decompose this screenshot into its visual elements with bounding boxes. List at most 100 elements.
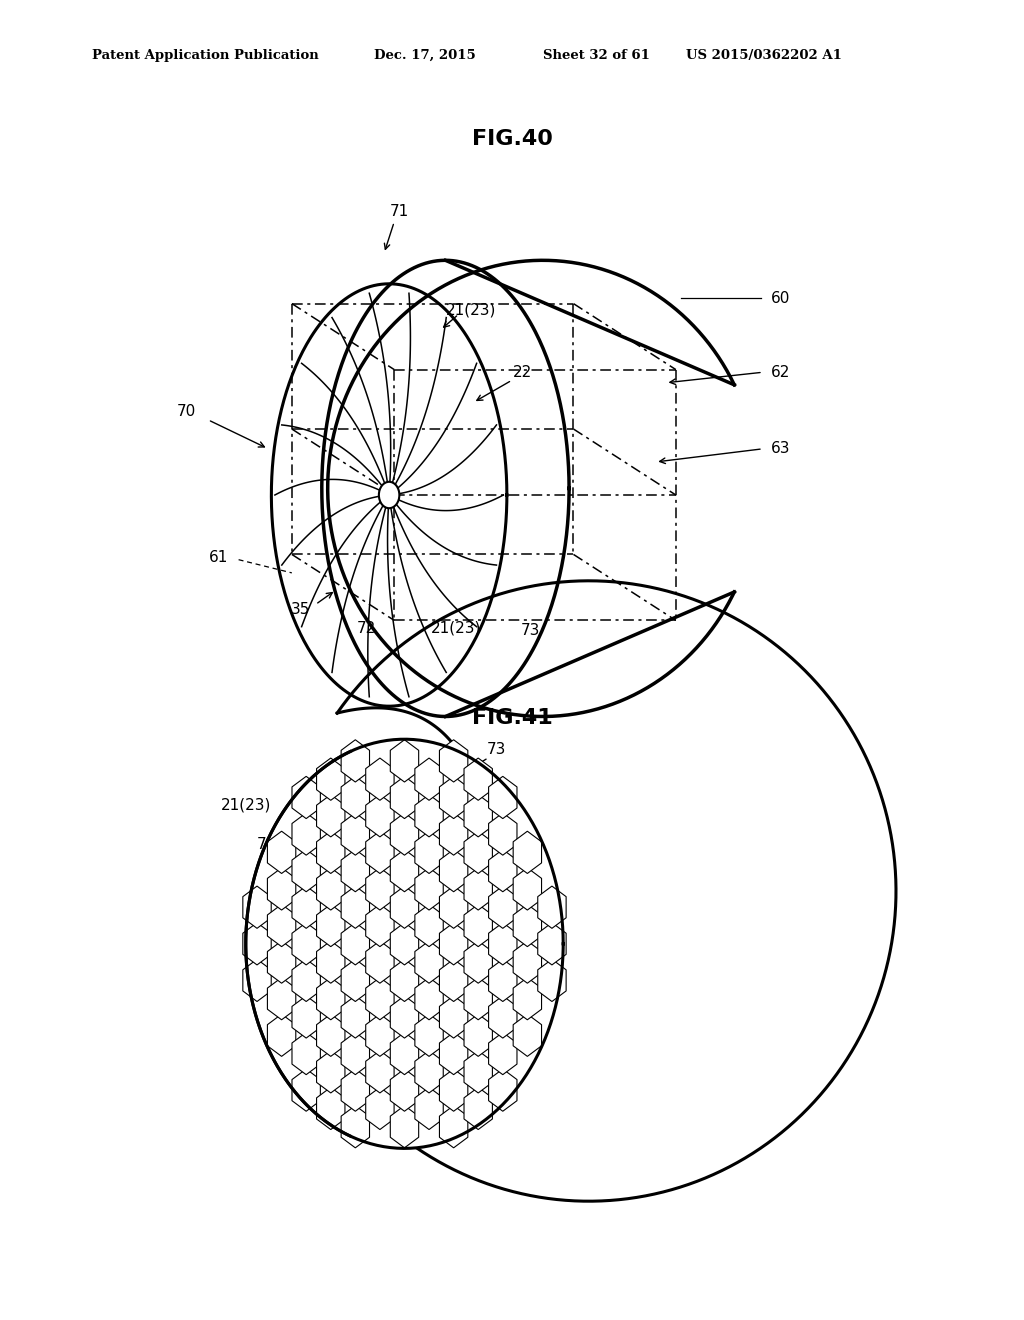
Polygon shape [316,832,345,874]
Polygon shape [292,776,321,818]
Polygon shape [366,1014,394,1056]
Polygon shape [439,886,468,928]
Polygon shape [366,978,394,1020]
Polygon shape [415,758,443,800]
Circle shape [246,739,563,1148]
Polygon shape [267,941,296,983]
Polygon shape [341,739,370,781]
Polygon shape [292,960,321,1002]
Polygon shape [415,1014,443,1056]
Polygon shape [488,1069,517,1111]
Text: 63: 63 [770,441,791,457]
Text: 21(23): 21(23) [445,302,497,318]
Polygon shape [415,1088,443,1130]
Polygon shape [464,941,493,983]
Polygon shape [415,904,443,946]
Polygon shape [415,978,443,1020]
Polygon shape [439,995,468,1038]
Text: 70: 70 [177,404,196,420]
Polygon shape [243,960,271,1002]
Polygon shape [464,867,493,909]
Polygon shape [439,1032,468,1074]
Polygon shape [366,1051,394,1093]
Polygon shape [292,850,321,892]
Polygon shape [464,978,493,1020]
Text: 72: 72 [357,620,376,636]
Text: 35: 35 [291,602,309,618]
Polygon shape [439,739,468,781]
Polygon shape [316,867,345,909]
Polygon shape [390,1106,419,1148]
Polygon shape [464,1088,493,1130]
Polygon shape [464,832,493,874]
Polygon shape [366,941,394,983]
Text: FIG.40: FIG.40 [472,128,552,149]
Polygon shape [439,1069,468,1111]
Text: 72: 72 [409,1053,427,1069]
Polygon shape [488,1032,517,1074]
Polygon shape [415,867,443,909]
Text: Sheet 32 of 61: Sheet 32 of 61 [543,49,649,62]
Polygon shape [464,904,493,946]
Text: 60: 60 [771,290,790,306]
Polygon shape [366,867,394,909]
Polygon shape [439,960,468,1002]
Polygon shape [341,850,370,892]
Polygon shape [488,995,517,1038]
Polygon shape [464,1014,493,1056]
Polygon shape [390,813,419,855]
Polygon shape [538,960,566,1002]
Polygon shape [415,941,443,983]
Polygon shape [390,776,419,818]
Polygon shape [341,1106,370,1148]
Polygon shape [316,941,345,983]
Polygon shape [316,795,345,837]
Text: Dec. 17, 2015: Dec. 17, 2015 [374,49,475,62]
Polygon shape [243,923,271,965]
Polygon shape [488,886,517,928]
Polygon shape [292,923,321,965]
Polygon shape [316,904,345,946]
Polygon shape [316,1088,345,1130]
Polygon shape [267,904,296,946]
Polygon shape [390,923,419,965]
Polygon shape [439,850,468,892]
Polygon shape [488,923,517,965]
Polygon shape [513,867,542,909]
Polygon shape [341,1032,370,1074]
Polygon shape [341,886,370,928]
Polygon shape [513,978,542,1020]
Polygon shape [488,850,517,892]
Polygon shape [341,776,370,818]
Polygon shape [464,795,493,837]
Polygon shape [316,1014,345,1056]
Polygon shape [390,1069,419,1111]
Polygon shape [488,960,517,1002]
Polygon shape [292,1069,321,1111]
Text: 21(23): 21(23) [430,620,481,636]
Polygon shape [415,795,443,837]
Polygon shape [439,923,468,965]
Polygon shape [316,758,345,800]
Text: 61: 61 [209,549,227,565]
Polygon shape [513,832,542,874]
Polygon shape [390,1032,419,1074]
Polygon shape [415,1051,443,1093]
Polygon shape [292,886,321,928]
Polygon shape [538,886,566,928]
Polygon shape [292,1032,321,1074]
Polygon shape [488,813,517,855]
Polygon shape [513,1014,542,1056]
Text: 62: 62 [771,364,790,380]
Polygon shape [341,995,370,1038]
Polygon shape [341,813,370,855]
Polygon shape [390,995,419,1038]
Polygon shape [366,795,394,837]
Polygon shape [292,995,321,1038]
Polygon shape [464,758,493,800]
Polygon shape [292,813,321,855]
Polygon shape [390,886,419,928]
Text: 73: 73 [521,623,540,639]
Polygon shape [366,904,394,946]
Polygon shape [415,832,443,874]
